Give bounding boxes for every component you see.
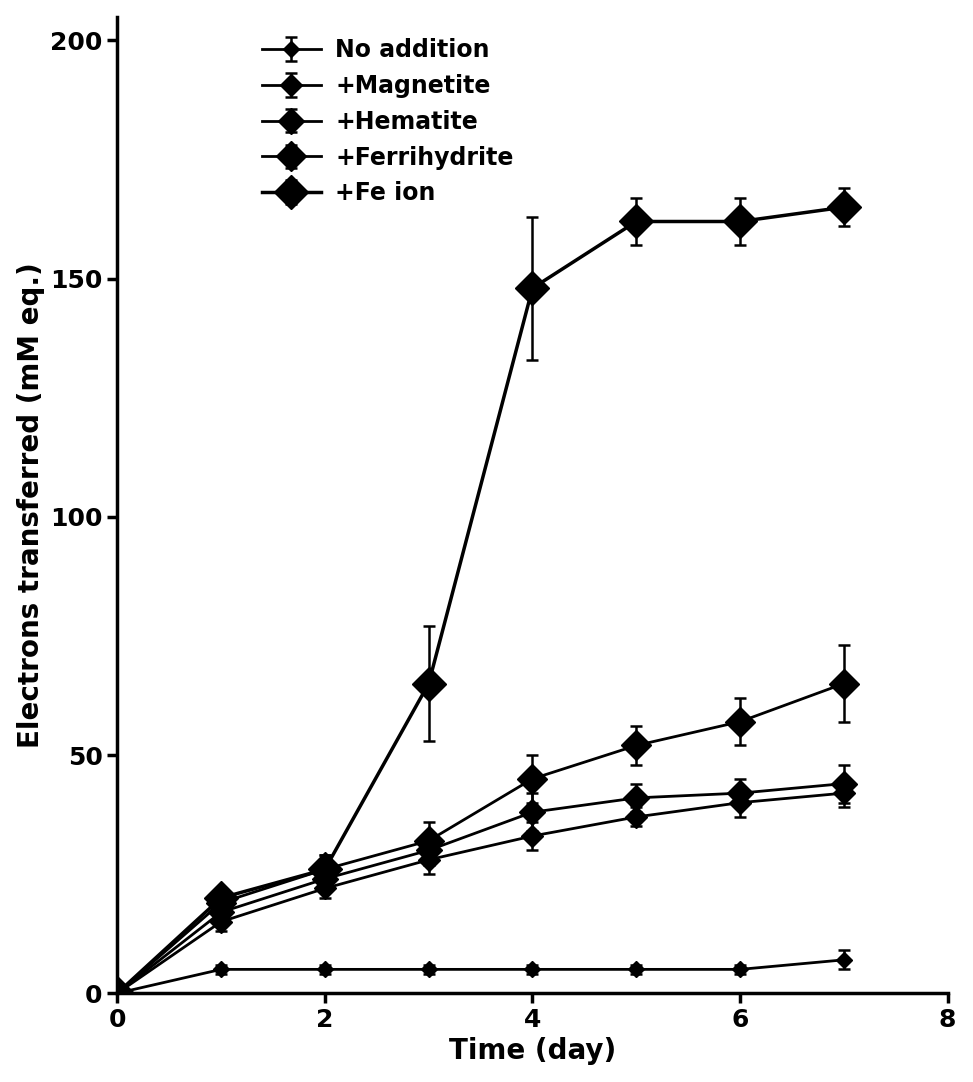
Y-axis label: Electrons transferred (mM eq.): Electrons transferred (mM eq.)	[17, 262, 45, 748]
X-axis label: Time (day): Time (day)	[449, 1038, 616, 1066]
Legend: No addition, +Magnetite, +Hematite, +Ferrihydrite, +Fe ion: No addition, +Magnetite, +Hematite, +Fer…	[262, 38, 514, 206]
